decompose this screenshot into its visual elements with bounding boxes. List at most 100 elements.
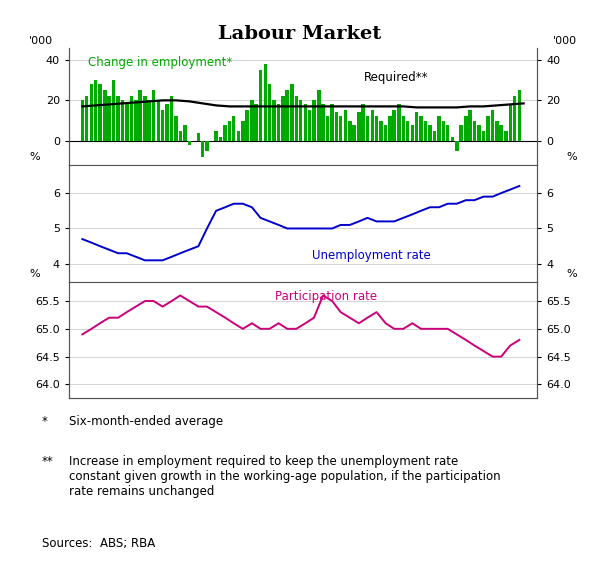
Bar	[290, 84, 294, 141]
Bar	[179, 131, 182, 141]
Bar	[295, 97, 298, 141]
Bar	[272, 101, 275, 141]
Bar	[103, 90, 107, 141]
Bar	[130, 97, 133, 141]
Bar	[455, 141, 458, 151]
Bar	[98, 84, 102, 141]
Bar	[228, 120, 231, 141]
Bar	[125, 105, 128, 141]
Bar	[415, 112, 418, 141]
Text: Six-month-ended average: Six-month-ended average	[69, 415, 223, 428]
Bar	[317, 90, 320, 141]
Bar	[237, 131, 240, 141]
Bar	[143, 97, 146, 141]
Bar	[308, 110, 311, 141]
Bar	[161, 110, 164, 141]
Bar	[139, 90, 142, 141]
Text: %: %	[566, 270, 577, 279]
Bar	[174, 116, 178, 141]
Bar	[397, 105, 401, 141]
Bar	[371, 110, 374, 141]
Bar	[504, 131, 508, 141]
Text: *: *	[42, 415, 48, 428]
Text: Increase in employment required to keep the unemployment rate
constant given gro: Increase in employment required to keep …	[69, 455, 500, 498]
Text: Required**: Required**	[364, 71, 428, 84]
Bar	[419, 116, 422, 141]
Bar	[205, 141, 209, 151]
Bar	[170, 97, 173, 141]
Bar	[352, 124, 356, 141]
Bar	[263, 64, 267, 141]
Bar	[348, 120, 352, 141]
Bar	[392, 110, 396, 141]
Text: '000: '000	[29, 36, 53, 46]
Bar	[361, 105, 365, 141]
Text: %: %	[29, 153, 40, 163]
Bar	[406, 120, 409, 141]
Bar	[250, 101, 254, 141]
Bar	[331, 105, 334, 141]
Bar	[322, 105, 325, 141]
Bar	[165, 105, 169, 141]
Text: %: %	[29, 270, 40, 279]
Bar	[437, 116, 441, 141]
Bar	[464, 116, 467, 141]
Bar	[90, 84, 93, 141]
Text: Unemployment rate: Unemployment rate	[313, 249, 431, 262]
Bar	[201, 141, 205, 157]
Bar	[375, 116, 378, 141]
Bar	[286, 90, 289, 141]
Bar	[401, 116, 405, 141]
Bar	[486, 116, 490, 141]
Bar	[433, 131, 436, 141]
Bar	[281, 97, 284, 141]
Bar	[366, 116, 369, 141]
Bar	[384, 124, 388, 141]
Bar	[223, 124, 227, 141]
Bar	[134, 101, 137, 141]
Bar	[446, 124, 449, 141]
Bar	[197, 133, 200, 141]
Bar	[121, 101, 124, 141]
Bar	[94, 80, 97, 141]
Text: %: %	[566, 153, 577, 163]
Bar	[509, 105, 512, 141]
Bar	[259, 70, 262, 141]
Bar	[335, 112, 338, 141]
Bar	[277, 105, 280, 141]
Bar	[478, 124, 481, 141]
Bar	[218, 137, 222, 141]
Bar	[451, 137, 454, 141]
Bar	[80, 101, 84, 141]
Text: Labour Market: Labour Market	[218, 25, 382, 44]
Bar	[85, 97, 88, 141]
Bar	[312, 101, 316, 141]
Bar	[339, 116, 343, 141]
Bar	[428, 124, 432, 141]
Bar	[148, 101, 151, 141]
Bar	[495, 120, 499, 141]
Bar	[184, 124, 187, 141]
Bar	[410, 124, 414, 141]
Bar	[299, 101, 302, 141]
Bar	[214, 131, 218, 141]
Bar	[469, 110, 472, 141]
Bar	[116, 97, 120, 141]
Bar	[473, 120, 476, 141]
Bar	[513, 97, 516, 141]
Bar	[112, 80, 115, 141]
Bar	[460, 124, 463, 141]
Bar	[388, 116, 392, 141]
Bar	[254, 105, 258, 141]
Bar	[424, 120, 427, 141]
Bar	[268, 84, 271, 141]
Bar	[499, 124, 503, 141]
Bar	[491, 110, 494, 141]
Bar	[379, 120, 383, 141]
Text: Sources:  ABS; RBA: Sources: ABS; RBA	[42, 537, 155, 550]
Bar	[518, 90, 521, 141]
Bar	[232, 116, 235, 141]
Bar	[188, 141, 191, 145]
Bar	[482, 131, 485, 141]
Bar	[241, 120, 245, 141]
